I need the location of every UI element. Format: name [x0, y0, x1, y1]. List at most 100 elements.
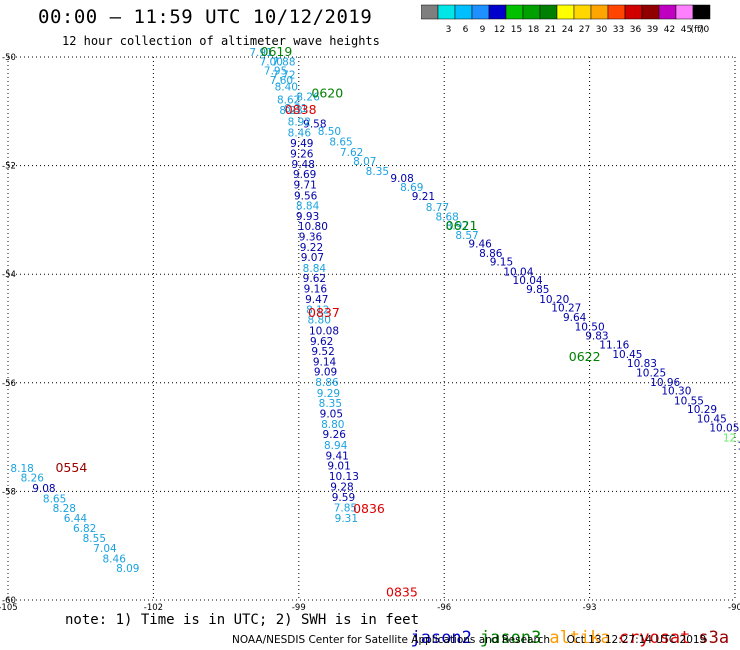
swh-value: 9.07 [301, 252, 324, 264]
swh-value: 8.55 [83, 533, 106, 545]
color-bin-label: 12 [494, 25, 505, 35]
swh-value: 10.27 [551, 303, 581, 315]
swh-value: 7.95 [264, 65, 287, 77]
swh-value: 8.09 [116, 563, 139, 575]
x-tick-label: -105 [0, 603, 18, 613]
swh-value: 10.30 [661, 386, 691, 398]
swh-value: 8.65 [43, 493, 66, 505]
color-bin-label: 70 [698, 25, 710, 35]
swh-value: 9.09 [314, 367, 337, 379]
y-tick-label: -52 [2, 162, 16, 172]
color-bin-unit: (ft) [690, 25, 704, 35]
sat-cryosat: cryosat [618, 628, 691, 648]
swh-value: 10.55 [674, 396, 704, 408]
swh-value: 7.62 [340, 147, 363, 159]
x-tick-label: -96 [437, 603, 451, 613]
swh-value: 8.23 [279, 105, 302, 117]
swh-value: 8.26 [21, 473, 45, 485]
swh-value: 8.77 [426, 202, 449, 214]
pass-time-label: 0838 [285, 102, 317, 117]
swh-value: 9.69 [293, 169, 316, 181]
swh-value: 8.50 [318, 126, 341, 138]
swh-value: 9.71 [293, 179, 316, 191]
swh-value: 9.31 [335, 513, 358, 525]
pass-time-label: 0622 [569, 349, 601, 364]
swh-value: 6.44 [64, 513, 88, 525]
color-bin-label: 9 [480, 25, 486, 35]
swh-value: 8.68 [435, 211, 458, 223]
pass-time-label: 0620 [311, 86, 343, 101]
swh-value: 10.04 [503, 266, 533, 278]
swh-value: 8.84 [296, 201, 320, 213]
y-tick-label: -56 [2, 379, 16, 389]
swh-value: 8.86 [315, 377, 339, 389]
swh-value: 8.12 [306, 304, 329, 316]
swh-value: 11.52 [737, 441, 740, 453]
y-tick-label: -58 [2, 487, 16, 497]
swh-value: 10.45 [612, 349, 642, 361]
swh-value: 10.50 [575, 322, 605, 334]
pass-time-label: 0554 [55, 460, 87, 475]
swh-value: 10.25 [636, 367, 666, 379]
color-bin-label: 33 [613, 25, 624, 35]
swh-value: 8.80 [321, 419, 344, 431]
swh-value: 9.47 [305, 294, 328, 306]
swh-value: 8.28 [53, 503, 76, 515]
swh-value: 9.08 [390, 173, 413, 185]
y-tick-label: -54 [2, 270, 16, 280]
swh-value: 7.60 [270, 75, 293, 87]
swh-value: 10.96 [650, 377, 680, 389]
footnote: note: 1) Time is in UTC; 2) SWH is in fe… [65, 612, 420, 628]
swh-value: 7.91 [249, 47, 272, 59]
swh-value: 8.69 [400, 182, 423, 194]
swh-value: 10.80 [298, 221, 328, 233]
swh-value: 10.05 [709, 423, 739, 435]
chart-title: 00:00 – 11:59 UTC 10/12/2019 [38, 6, 373, 28]
x-tick-label: -99 [292, 603, 306, 613]
swh-value: 10.83 [627, 358, 657, 370]
x-tick-label: -102 [144, 603, 163, 613]
swh-value: 8.97 [446, 221, 469, 233]
sat-altika: altika [549, 628, 611, 648]
swh-value: 8.94 [324, 440, 348, 452]
swh-value: 9.56 [294, 190, 318, 202]
swh-value: 9.22 [300, 242, 323, 254]
swh-value: 9.83 [585, 330, 608, 342]
color-bin-label: 42 [664, 25, 675, 35]
chart-subtitle: 12 hour collection of altimeter wave hei… [62, 34, 380, 48]
color-scale-legend: 3 6 9 12 15 18 21 24 27 30 33 36 39 42 45 70(ft) [421, 4, 711, 35]
pass-time-label: 0836 [353, 501, 385, 516]
color-bin-label: 27 [579, 25, 590, 35]
color-bin-16 [692, 4, 711, 20]
swh-value: 8.26 [296, 91, 320, 103]
swh-value: 9.59 [332, 492, 355, 504]
swh-value: 7.72 [272, 70, 295, 82]
pass-time-label: 0835 [386, 585, 418, 600]
swh-value: 10.13 [329, 471, 359, 483]
satellite-legend: jason2 jason3 altika cryosat s3a [390, 608, 737, 648]
color-bin-label: 18 [528, 25, 540, 35]
swh-value: 8.46 [288, 127, 312, 139]
swh-value: 9.26 [323, 429, 347, 441]
swh-value: 9.85 [526, 284, 549, 296]
swh-value: 9.62 [310, 336, 333, 348]
y-tick-label: -60 [2, 596, 16, 606]
pass-time-label: 0621 [446, 218, 478, 233]
swh-value: 9.36 [299, 232, 323, 244]
swh-value: 10.45 [697, 413, 727, 425]
sat-s3a: s3a [698, 628, 730, 648]
swh-value: 10.08 [309, 325, 339, 337]
x-tick-label: -93 [583, 603, 597, 613]
swh-value: 7.85 [334, 502, 357, 514]
credit-line: NOAA/NESDIS Center for Satellite Applica… [232, 634, 707, 646]
color-bin-label: 21 [545, 25, 556, 35]
swh-value: 10.20 [539, 294, 569, 306]
swh-value: 8.18 [10, 463, 33, 475]
color-bin-label: 24 [562, 25, 574, 35]
swh-value: 8.84 [303, 263, 327, 275]
swh-value: 9.48 [292, 159, 315, 171]
series-cryosat: 8.928.469.499.269.489.699.719.568.849.93… [288, 116, 359, 524]
swh-value: 9.49 [290, 138, 313, 150]
swh-value: 8.35 [319, 398, 342, 410]
swh-value: 9.05 [320, 409, 343, 421]
